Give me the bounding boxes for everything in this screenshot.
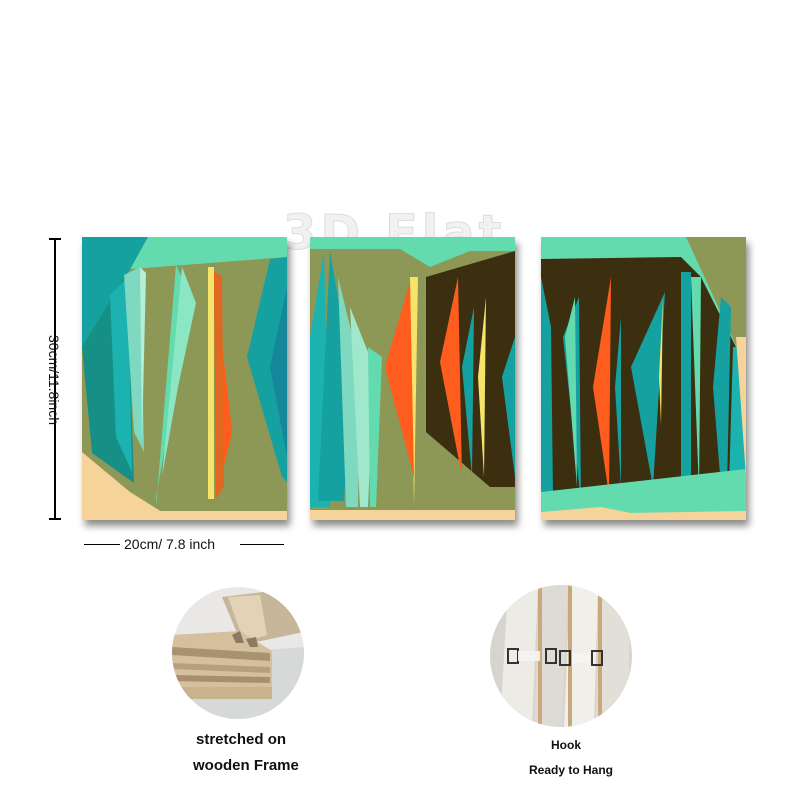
canvas-panel-middle	[310, 237, 515, 520]
height-bottom-tick	[49, 518, 61, 520]
panel-middle-artwork	[310, 237, 515, 520]
width-line-left	[84, 544, 120, 545]
width-line-right	[240, 544, 284, 545]
panel-left-artwork	[82, 237, 287, 520]
hook-caption-line1: Hook	[551, 738, 581, 752]
canvas-panel-left	[82, 237, 287, 520]
wooden-frame-image	[172, 587, 304, 719]
wooden-frame-photo	[172, 587, 304, 719]
frame-caption-line1: stretched on	[196, 731, 287, 748]
hook-icon	[507, 648, 603, 666]
hook-image	[490, 585, 632, 727]
panel-right-artwork	[541, 237, 746, 520]
hook-caption-line2: Ready to Hang	[529, 763, 614, 777]
hook-photo	[490, 585, 632, 727]
canvas-panel-right	[541, 237, 746, 520]
width-label: 20cm/ 7.8 inch	[124, 536, 216, 552]
frame-caption-line2: wooden Frame	[193, 757, 299, 774]
height-line	[54, 238, 56, 520]
height-label: 30cm/11.8inch	[46, 334, 62, 426]
